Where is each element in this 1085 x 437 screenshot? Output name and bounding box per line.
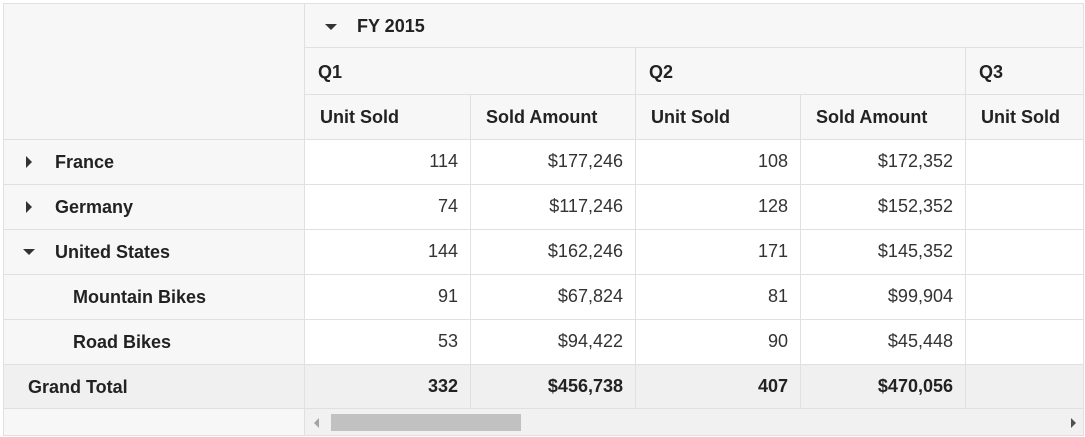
table-cell[interactable]: $99,904	[801, 275, 966, 320]
row-header-label: Mountain Bikes	[73, 287, 207, 307]
table-cell[interactable]: 144	[305, 230, 471, 275]
table-cell[interactable]	[966, 140, 1083, 185]
scrollbar-thumb[interactable]	[331, 414, 521, 431]
table-cell[interactable]: 81	[636, 275, 801, 320]
table-cell[interactable]: $172,352	[801, 140, 966, 185]
caret-down-icon[interactable]	[23, 249, 35, 255]
table-cell[interactable]	[966, 275, 1083, 320]
caret-right-icon[interactable]	[26, 201, 32, 213]
column-header-label: Q2	[649, 62, 674, 82]
row-header-germany[interactable]: Germany	[4, 185, 305, 230]
row-header-label: United States	[55, 242, 171, 262]
column-header-label: Unit Sold	[320, 107, 399, 127]
row-header-united-states[interactable]: United States	[4, 230, 305, 275]
table-cell[interactable]	[966, 185, 1083, 230]
row-header-road-bikes[interactable]: Road Bikes	[4, 320, 305, 365]
column-header-unit-sold[interactable]: Unit Sold	[966, 95, 1083, 140]
row-header-label: Germany	[55, 197, 134, 217]
pivot-corner	[4, 4, 305, 140]
table-cell[interactable]: 407	[636, 365, 801, 409]
table-cell[interactable]: $152,352	[801, 185, 966, 230]
table-cell[interactable]: 90	[636, 320, 801, 365]
table-cell[interactable]: 332	[305, 365, 471, 409]
column-header-unit-sold[interactable]: Unit Sold	[636, 95, 801, 140]
table-cell[interactable]	[966, 320, 1083, 365]
scroll-left-arrow-icon[interactable]	[314, 418, 319, 428]
column-header-fy-2015[interactable]: FY 2015	[305, 4, 1083, 48]
column-header-label: Sold Amount	[816, 107, 928, 127]
table-cell[interactable]: 128	[636, 185, 801, 230]
table-cell[interactable]: $470,056	[801, 365, 966, 409]
table-cell[interactable]: 108	[636, 140, 801, 185]
table-cell[interactable]: $177,246	[471, 140, 636, 185]
row-header-mountain-bikes[interactable]: Mountain Bikes	[4, 275, 305, 320]
table-cell[interactable]: 114	[305, 140, 471, 185]
scrollbar-spacer	[4, 409, 305, 435]
column-header-sold-amount[interactable]: Sold Amount	[471, 95, 636, 140]
table-cell[interactable]: 74	[305, 185, 471, 230]
column-header-label: FY 2015	[357, 16, 425, 36]
table-cell[interactable]: $456,738	[471, 365, 636, 409]
table-cell[interactable]: $162,246	[471, 230, 636, 275]
row-header-label: France	[55, 152, 115, 172]
row-header-label: Grand Total	[28, 377, 128, 397]
table-cell[interactable]: 171	[636, 230, 801, 275]
scroll-right-arrow-icon[interactable]	[1071, 418, 1076, 428]
row-header-label: Road Bikes	[73, 332, 172, 352]
table-cell[interactable]	[966, 365, 1083, 409]
column-header-q2[interactable]: Q2	[636, 48, 966, 95]
column-header-label: Sold Amount	[486, 107, 598, 127]
table-cell[interactable]: $145,352	[801, 230, 966, 275]
table-cell[interactable]: $45,448	[801, 320, 966, 365]
table-cell[interactable]: $117,246	[471, 185, 636, 230]
pivot-table: FY 2015 Q1 Q2 Q3 Unit Sold Sold Amount U…	[3, 3, 1084, 436]
column-header-unit-sold[interactable]: Unit Sold	[305, 95, 471, 140]
table-cell[interactable]: $94,422	[471, 320, 636, 365]
horizontal-scrollbar[interactable]	[305, 409, 1083, 435]
caret-right-icon[interactable]	[26, 156, 32, 168]
column-header-label: Q1	[318, 62, 343, 82]
row-header-france[interactable]: France	[4, 140, 305, 185]
column-header-q1[interactable]: Q1	[305, 48, 636, 95]
row-header-grand-total[interactable]: Grand Total	[4, 365, 305, 409]
table-cell[interactable]	[966, 230, 1083, 275]
column-header-sold-amount[interactable]: Sold Amount	[801, 95, 966, 140]
column-header-label: Unit Sold	[981, 107, 1060, 127]
table-cell[interactable]: $67,824	[471, 275, 636, 320]
column-header-label: Unit Sold	[651, 107, 730, 127]
column-header-q3[interactable]: Q3	[966, 48, 1083, 95]
table-cell[interactable]: 91	[305, 275, 471, 320]
caret-down-icon[interactable]	[325, 24, 337, 30]
column-header-label: Q3	[979, 62, 1004, 82]
table-cell[interactable]: 53	[305, 320, 471, 365]
